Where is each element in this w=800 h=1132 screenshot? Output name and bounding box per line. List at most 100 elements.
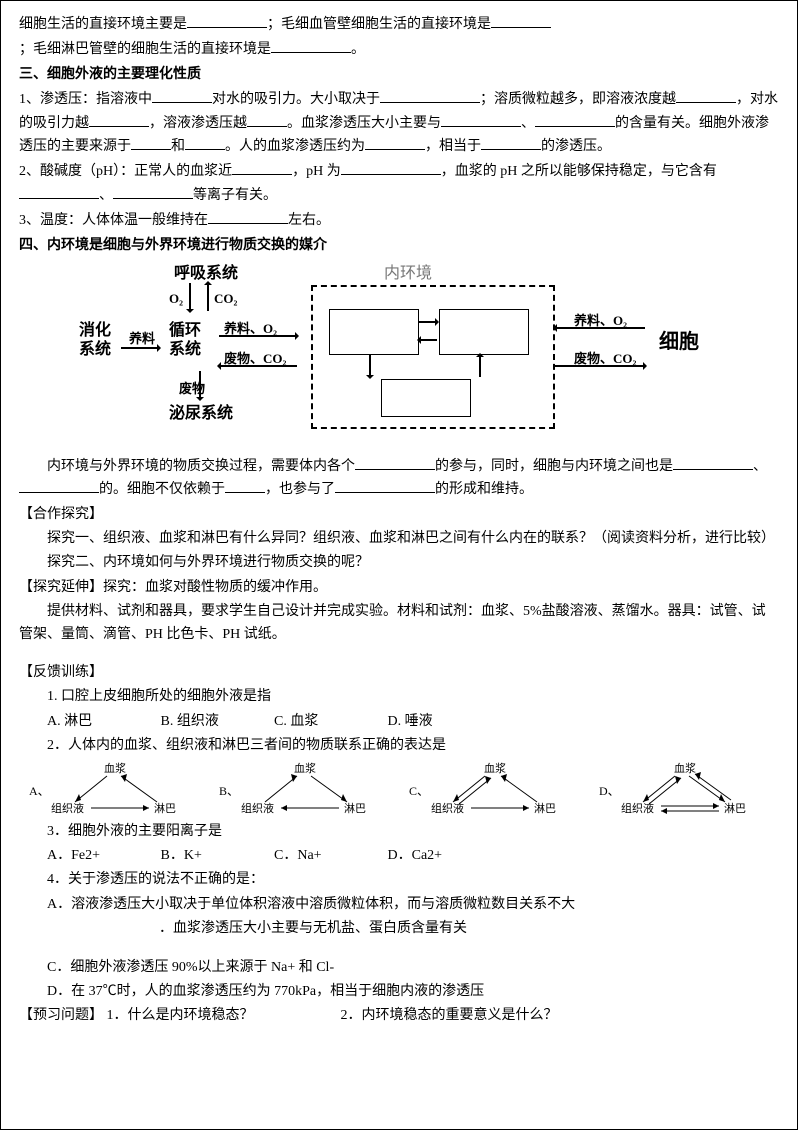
fb-q4A[interactable]: A．溶液渗透压大小取决于单位体积溶液中溶质微粒体积，而与溶质微粒数目关系不大 — [19, 894, 779, 916]
arrow-icon — [419, 321, 437, 323]
tri-B[interactable]: B、 血浆 组织液 淋巴 — [219, 762, 389, 817]
feedback-title: 【反馈训练】 — [19, 662, 779, 684]
t: ，pH 为 — [292, 164, 341, 179]
blank[interactable] — [673, 455, 753, 470]
tri-label-C: C、 — [409, 782, 429, 801]
svg-text:淋巴: 淋巴 — [534, 802, 556, 815]
fb-q4C[interactable]: C．细胞外液渗透压 90%以上来源于 Na+ 和 Cl- — [19, 957, 779, 979]
t: 等离子有关。 — [193, 188, 277, 203]
arrow-icon — [479, 355, 481, 377]
blank[interactable] — [19, 184, 99, 199]
intro-l1b: ；毛细血管壁细胞生活的直接环境是 — [267, 17, 491, 32]
q1-optD[interactable]: D. 唾液 — [388, 711, 498, 733]
coop-title: 【合作探究】 — [19, 504, 779, 526]
t: 内环境与外界环境的物质交换过程，需要体内各个 — [47, 459, 355, 474]
blank[interactable] — [89, 112, 149, 127]
solid-box-icon — [329, 309, 419, 355]
q3-optD[interactable]: D．Ca2+ — [388, 845, 498, 867]
q1-optB[interactable]: B. 组织液 — [161, 711, 271, 733]
q3-optA[interactable]: A．Fe2+ — [47, 845, 157, 867]
preview-q1: 1．什么是内环境稳态？ — [107, 1008, 254, 1023]
fb-q3: 3．细胞外液的主要阳离子是 — [19, 821, 779, 843]
blank[interactable] — [208, 209, 288, 224]
blank[interactable] — [19, 478, 99, 493]
lbl-urinary: 泌尿系统 — [169, 401, 233, 427]
coop-ext-title: 【探究延伸】探究：血浆对酸性物质的缓冲作用。 — [19, 577, 779, 599]
t: ，相当于 — [425, 139, 481, 154]
blank[interactable] — [441, 112, 521, 127]
arrow-icon — [189, 283, 191, 311]
preview-q2: 2．内环境稳态的重要意义是什么？ — [341, 1008, 558, 1023]
blank[interactable] — [491, 13, 551, 28]
coop-ext: 提供材料、试剂和器具，要求学生自己设计并完成实验。材料和试剂：血浆、5%盐酸溶液… — [19, 601, 779, 646]
t: 的渗透压。 — [541, 139, 611, 154]
blank[interactable] — [187, 13, 267, 28]
sec4-title: 四、内环境是细胞与外界环境进行物质交换的媒介 — [19, 235, 779, 257]
t: 的形成和维持。 — [435, 482, 533, 497]
svg-text:淋巴: 淋巴 — [344, 802, 366, 815]
solid-box-icon — [439, 309, 529, 355]
fb-q4D[interactable]: D．在 37℃时，人的血浆渗透压约为 770kPa，相当于细胞内液的渗透压 — [19, 981, 779, 1003]
t: 3、温度：人体体温一般维持在 — [19, 213, 208, 228]
t: 的参与，同时，细胞与内环境之间也是 — [435, 459, 673, 474]
blank[interactable] — [380, 88, 480, 103]
fb-q1: 1. 口腔上皮细胞所处的细胞外液是指 — [19, 686, 779, 708]
blank[interactable] — [341, 160, 441, 175]
lbl-innerenv: 内环境 — [384, 261, 432, 287]
svg-text:组织液: 组织液 — [431, 801, 464, 815]
blank[interactable] — [225, 478, 265, 493]
lbl-circulatory: 循环系统 — [169, 321, 201, 359]
blank[interactable] — [481, 135, 541, 150]
coop-q2: 探究二、内环境如何与外界环境进行物质交换的呢？ — [19, 552, 779, 574]
t: 、 — [99, 188, 113, 203]
blank[interactable] — [365, 135, 425, 150]
exchange-diagram: 呼吸系统 O₂ CO₂ 消化系统 养料 循环系统 养料、O₂ 废物、CO₂ 废物… — [19, 261, 779, 451]
solid-box-icon — [381, 379, 471, 417]
t: 左右。 — [288, 213, 330, 228]
arrow-icon — [121, 347, 159, 349]
blank[interactable] — [355, 455, 435, 470]
t: ，血浆的 pH 之所以能够保持稳定，与它含有 — [441, 164, 717, 179]
svg-text:组织液: 组织液 — [621, 801, 654, 815]
q1-optC[interactable]: C. 血浆 — [274, 711, 384, 733]
blank[interactable] — [535, 112, 615, 127]
tri-D[interactable]: D、 血浆 组织液 淋巴 — [599, 762, 769, 817]
t: 和 — [171, 139, 185, 154]
svg-text:血浆: 血浆 — [484, 762, 506, 775]
fb-q4B[interactable]: ．血浆渗透压大小主要与无机盐、蛋白质含量有关 — [159, 918, 779, 940]
tri-label-D: D、 — [599, 782, 620, 801]
svg-text:淋巴: 淋巴 — [724, 802, 746, 815]
tri-A[interactable]: A、 血浆 组织液 淋巴 — [29, 762, 199, 817]
arrow-icon — [555, 327, 645, 329]
t: 、 — [753, 459, 767, 474]
t: 血浆 — [104, 762, 126, 775]
blank[interactable] — [676, 88, 736, 103]
blank[interactable] — [335, 478, 435, 493]
blank[interactable] — [152, 88, 212, 103]
blank[interactable] — [113, 184, 193, 199]
t: 1、渗透压：指溶液中 — [19, 92, 152, 107]
arrow-icon — [207, 283, 209, 311]
q3-optC[interactable]: C．Na+ — [274, 845, 384, 867]
fb-q2: 2．人体内的血浆、组织液和淋巴三者间的物质联系正确的表达是 — [19, 735, 779, 757]
svg-text:血浆: 血浆 — [674, 762, 696, 775]
fb-q4: 4．关于渗透压的说法不正确的是： — [19, 869, 779, 891]
arrow-icon — [369, 355, 371, 377]
blank[interactable] — [247, 112, 287, 127]
arrow-icon — [219, 365, 297, 367]
t: 、 — [521, 116, 535, 131]
blank[interactable] — [271, 38, 351, 53]
intro-l2b: 。 — [351, 42, 365, 57]
blank[interactable] — [185, 135, 225, 150]
t: ，溶液渗透压越 — [149, 116, 247, 131]
blank[interactable] — [232, 160, 292, 175]
q3-optB[interactable]: B．K+ — [161, 845, 271, 867]
tri-C[interactable]: C、 血浆 组织液 淋巴 — [409, 762, 579, 817]
q1-optA[interactable]: A. 淋巴 — [47, 711, 157, 733]
blank[interactable] — [131, 135, 171, 150]
t: ，也参与了 — [265, 482, 335, 497]
t: 。人的血浆渗透压约为 — [225, 139, 365, 154]
svg-text:组织液: 组织液 — [241, 801, 274, 815]
tri-label-B: B、 — [219, 782, 239, 801]
coop-q1: 探究一、组织液、血浆和淋巴有什么异同？组织液、血浆和淋巴之间有什么内在的联系？（… — [19, 528, 779, 550]
